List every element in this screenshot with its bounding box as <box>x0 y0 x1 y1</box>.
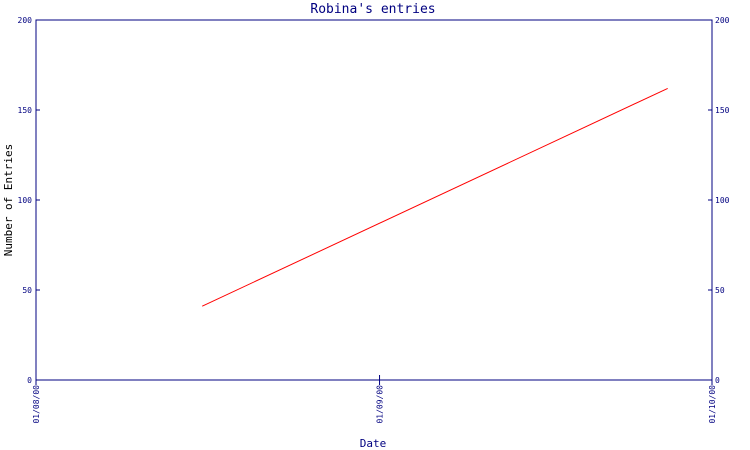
y-tick-label-right: 200 <box>715 16 730 25</box>
y-axis-right: 0 50 100 150 200 <box>708 16 730 385</box>
y-axis-label: Number of Entries <box>2 144 15 257</box>
y-tick-label-right: 150 <box>715 106 730 115</box>
y-tick-label-left: 100 <box>18 196 33 205</box>
plot-area <box>35 19 713 381</box>
y-tick-label-left: 150 <box>18 106 33 115</box>
y-tick-label-left: 50 <box>22 286 32 295</box>
x-axis-label: Date <box>360 437 387 450</box>
x-tick-label: 01/10/00 <box>708 385 717 424</box>
x-axis: 01/08/00 01/09/00 01/10/00 <box>32 375 717 424</box>
series-group <box>201 87 668 307</box>
series-line-0 <box>201 87 668 307</box>
x-tick-label: 01/08/00 <box>32 385 41 424</box>
y-tick-label-left: 200 <box>18 16 33 25</box>
y-tick-label-right: 100 <box>715 196 730 205</box>
y-tick-label-left: 0 <box>27 376 32 385</box>
y-tick-label-right: 0 <box>715 376 720 385</box>
y-tick-label-right: 50 <box>715 286 725 295</box>
y-axis-left: 0 50 100 150 200 <box>18 16 40 385</box>
x-tick-label: 01/09/00 <box>376 385 385 424</box>
chart-title: Robina's entries <box>310 2 435 17</box>
